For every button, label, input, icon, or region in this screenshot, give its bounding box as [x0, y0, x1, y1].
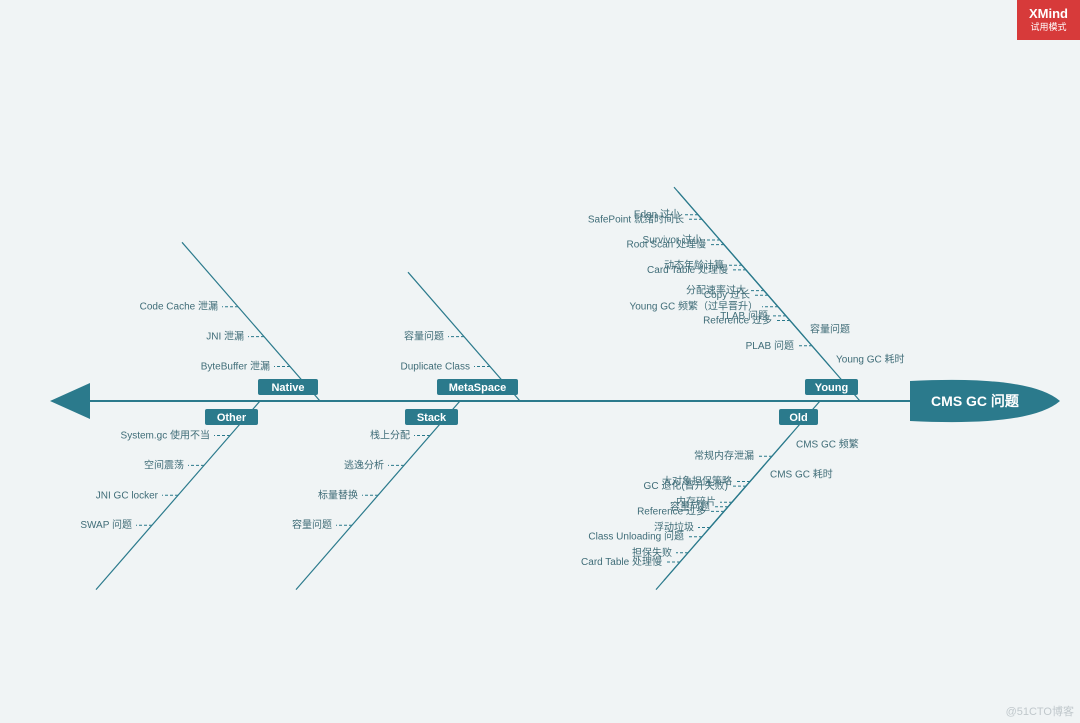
node-label: Survivor 过小 [643, 233, 702, 246]
node-label: Young GC 频繁（过早晋升） [629, 300, 758, 313]
xmind-title: XMind [1029, 6, 1068, 21]
node-label: 容量问题 [292, 518, 332, 531]
node-label: CMS GC 耗时 [770, 468, 833, 480]
node-label: 分配速率过大 [686, 284, 746, 297]
node-label: Young GC 耗时 [836, 354, 905, 366]
node-label: 内存碎片 [676, 495, 716, 508]
node-label: GC 退化(晋升失败) [644, 479, 728, 492]
node-label: CMS GC 频繁 [796, 438, 859, 451]
category-label: MetaSpace [449, 382, 506, 394]
node-label: Duplicate Class [401, 362, 470, 373]
node-label: 栈上分配 [370, 429, 410, 442]
node-label: 空间震荡 [144, 458, 184, 471]
category-label: Stack [417, 412, 447, 424]
node-label: 常规内存泄漏 [694, 449, 754, 462]
category-bone [182, 242, 320, 401]
fishbone-diagram: CMS GC 问题YoungYoung GC 耗时PLAB 问题Referenc… [0, 0, 1080, 723]
xmind-badge: XMind 试用模式 [1017, 0, 1080, 40]
node-label: 浮动垃圾 [654, 521, 694, 534]
head-label: CMS GC 问题 [931, 393, 1020, 409]
node-label: 容量问题 [810, 323, 850, 336]
node-label: SWAP 问题 [80, 518, 132, 531]
category-label: Old [789, 412, 807, 424]
node-label: JNI GC locker [96, 490, 159, 501]
node-label: 动态年龄计算 [664, 258, 724, 271]
node-label: System.gc 使用不当 [121, 429, 210, 442]
fish-tail [50, 383, 90, 419]
node-label: 标量替换 [318, 488, 358, 501]
node-label: JNI 泄漏 [206, 330, 244, 343]
category-label: Other [217, 412, 247, 424]
node-label: 逃逸分析 [344, 458, 384, 471]
node-label: 容量问题 [404, 330, 444, 343]
category-label: Young [815, 382, 848, 394]
node-label: PLAB 问题 [746, 339, 794, 352]
category-label: Native [271, 382, 304, 394]
node-label: ByteBuffer 泄漏 [201, 360, 270, 373]
node-label: Eden 过小 [634, 208, 680, 221]
node-label: 担保失败 [632, 546, 672, 559]
watermark: @51CTO博客 [1006, 703, 1074, 719]
xmind-subtitle: 试用模式 [1029, 22, 1068, 33]
node-label: Code Cache 泄漏 [140, 300, 218, 313]
